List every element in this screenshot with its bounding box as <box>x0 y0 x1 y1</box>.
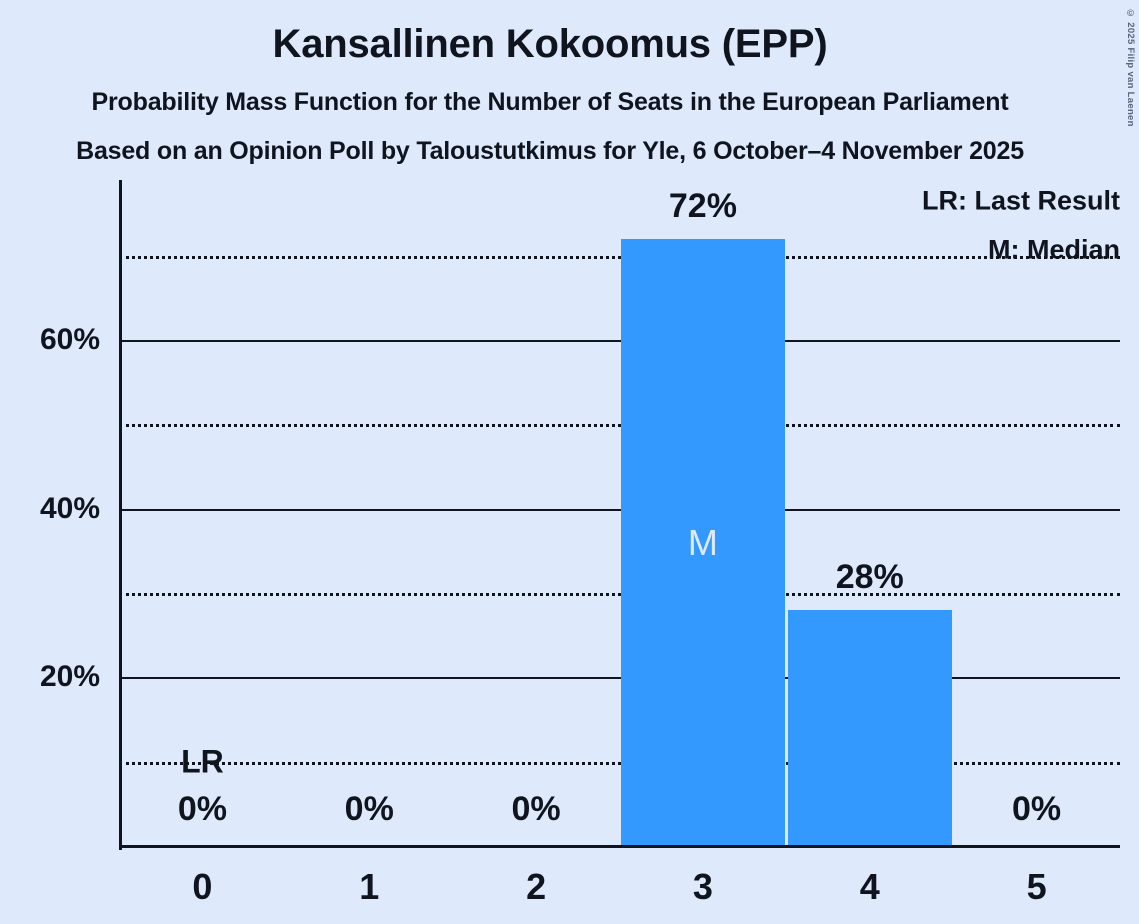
value-label-1: 0% <box>344 790 394 828</box>
value-label-0: 0% <box>177 790 227 828</box>
x-axis-tick-3: 3 <box>692 866 713 907</box>
chart-source-note: Based on an Opinion Poll by Taloustutkim… <box>76 137 1024 165</box>
copyright-notice: © 2025 Filip van Laenen <box>1125 8 1136 127</box>
value-label-4: 28% <box>835 557 904 596</box>
x-axis-tick-5: 5 <box>1026 866 1047 907</box>
value-label-3: 72% <box>668 187 737 225</box>
y-axis-tick-60: 60% <box>39 323 100 357</box>
x-axis-tick-1: 1 <box>359 866 380 907</box>
bar-4[interactable] <box>787 609 952 846</box>
x-axis-tick-4: 4 <box>859 866 880 907</box>
gridline-60pct <box>119 340 1120 343</box>
x-axis-tick-0: 0 <box>192 866 213 907</box>
gridline-10pct <box>119 761 1120 765</box>
gridline-40pct <box>119 508 1120 511</box>
legend-item-median: M: Median <box>988 234 1120 265</box>
y-axis-tick-40: 40% <box>39 491 100 525</box>
y-axis-line <box>119 180 122 850</box>
last-result-marker: LR <box>181 743 224 780</box>
y-axis-tick-20: 20% <box>39 660 100 694</box>
x-axis-tick-2: 2 <box>526 866 547 907</box>
gridline-70pct <box>119 255 1120 259</box>
gridline-20pct <box>119 677 1120 680</box>
value-label-5: 0% <box>1012 790 1062 828</box>
value-label-2: 0% <box>511 790 561 828</box>
median-marker: M <box>687 521 718 563</box>
page-title: Kansallinen Kokoomus (EPP) <box>272 22 828 66</box>
chart-subtitle: Probability Mass Function for the Number… <box>91 88 1009 116</box>
legend-item-last-result: LR: Last Result <box>921 185 1120 216</box>
x-axis-line <box>119 845 1120 848</box>
bar-3[interactable] <box>621 239 785 846</box>
gridline-50pct <box>119 424 1120 428</box>
gridline-30pct <box>119 593 1120 597</box>
